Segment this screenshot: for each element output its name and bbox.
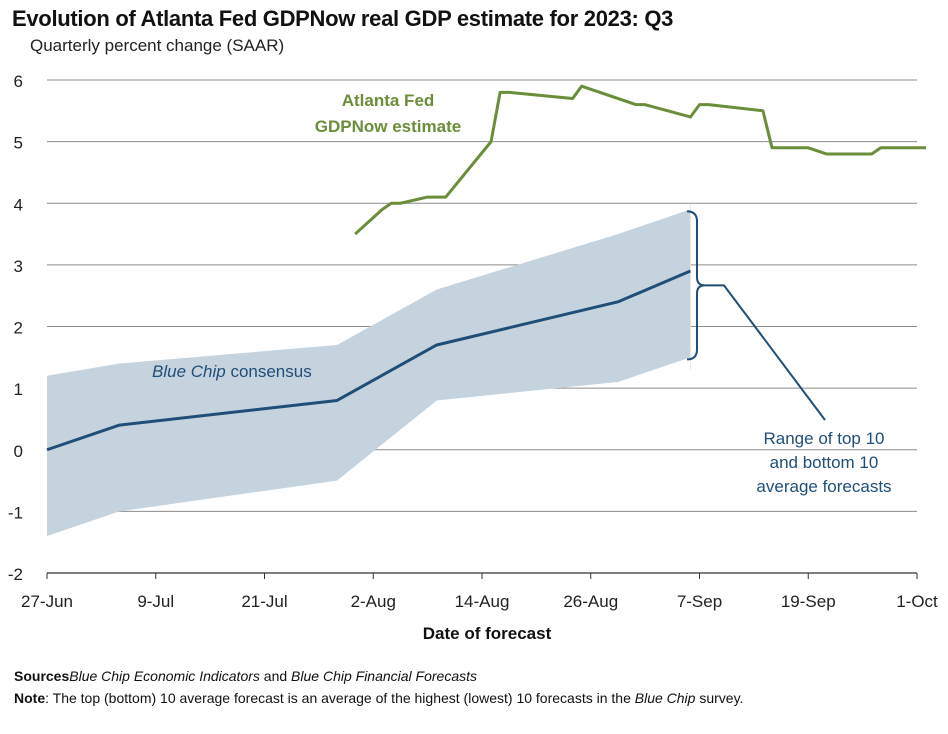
gdpnow-label-line: Atlanta Fed [342,91,435,110]
blue-chip-consensus-line [46,269,692,452]
y-tick-label: 4 [14,195,23,214]
x-tick-label: 1-Oct [896,592,938,611]
range-callout-line [705,284,826,421]
y-tick-label: 3 [14,257,23,276]
note-label: Note [14,690,46,706]
y-tick-label: 2 [14,319,23,338]
note-part3: survey. [695,690,744,706]
sources-note: SourcesBlue Chip Economic Indicators and… [14,668,477,684]
axes: -2 -1 0 1 2 3 4 5 6 27-Jun 9-Jul 21-Jul 2-Aug 14-Aug 2… [8,72,938,643]
x-tick-label: 2-Aug [351,592,396,611]
range-band-area [47,209,691,537]
y-tick-label: 5 [14,134,23,153]
y-tick-label: -1 [8,503,23,522]
y-tick-label: 0 [14,442,23,461]
range-label-line: Range of top 10 [764,429,885,448]
chart-subtitle: Quarterly percent change (SAAR) [30,36,285,55]
range-label-line: average forecasts [756,477,891,496]
x-tick-label: 27-Jun [21,592,73,611]
gdpnow-label: Atlanta Fed GDPNow estimate [315,91,461,136]
note-part1: : The top (bottom) 10 average forecast i… [45,690,635,706]
blue-chip-label: Blue Chip consensus [152,362,312,381]
annotations: Atlanta Fed GDPNow estimate Blue Chip cons… [152,91,892,496]
x-tick-label: 14-Aug [455,592,510,611]
note-part2: Blue Chip [634,690,696,706]
series-lines [46,84,927,452]
x-tick-label: 21-Jul [241,592,287,611]
sources-part3: Blue Chip Financial Forecasts [291,668,478,684]
y-tick-label: 1 [14,380,23,399]
sources-part2: and [259,668,292,684]
x-tick-label: 19-Sep [781,592,836,611]
gdp-chart: Atlanta Fed GDPNow estimate Blue Chip cons… [8,72,938,643]
x-tick-label: 9-Jul [137,592,174,611]
forecast-range-band [47,203,691,537]
x-tick-label: 7-Sep [677,592,722,611]
range-label-line: and bottom 10 [770,453,879,472]
blue-chip-label-rest: consensus [226,362,312,381]
gdpnow-line [354,84,927,236]
blue-chip-label-italic: Blue Chip [152,362,226,381]
gdpnow-label-line: GDPNow estimate [315,117,461,136]
sources-label: Sources [14,668,70,684]
x-axis-title: Date of forecast [423,624,552,643]
sources-part1: Blue Chip Economic Indicators [69,668,260,684]
footnote: Note: The top (bottom) 10 average foreca… [14,690,743,706]
y-tick-label: -2 [8,565,23,584]
x-tick-label: 26-Aug [563,592,618,611]
chart-title: Evolution of Atlanta Fed GDPNow real GDP… [12,6,674,31]
range-label: Range of top 10 and bottom 10 average fore… [756,429,891,496]
y-tick-label: 6 [14,72,23,91]
